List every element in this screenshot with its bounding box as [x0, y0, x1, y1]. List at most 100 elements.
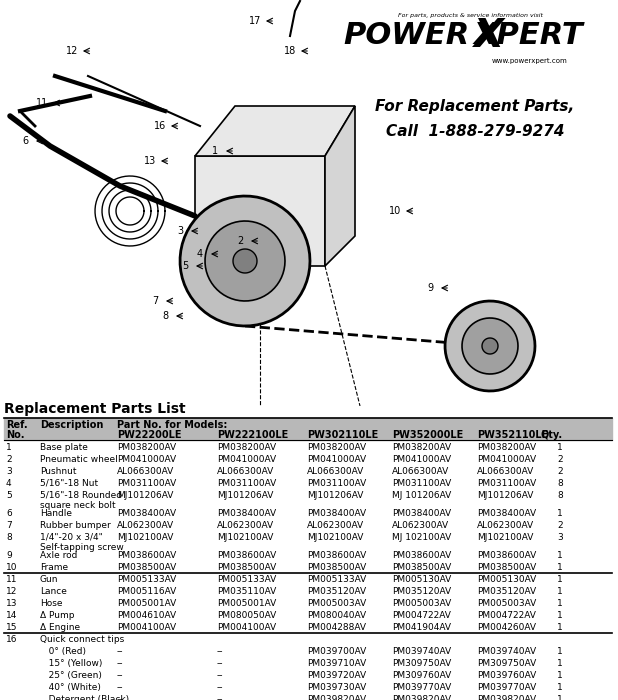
Text: PM039760AV: PM039760AV [477, 671, 536, 680]
Text: 4: 4 [6, 479, 12, 488]
Polygon shape [482, 338, 498, 354]
Text: 3: 3 [557, 533, 563, 542]
Text: 7: 7 [152, 296, 158, 306]
Text: 2: 2 [557, 467, 563, 476]
Text: PM038200AV: PM038200AV [392, 443, 451, 452]
Text: PM004722AV: PM004722AV [477, 611, 536, 620]
Text: 3: 3 [177, 226, 183, 236]
Text: 5/16"-18 Nut: 5/16"-18 Nut [40, 479, 98, 488]
Text: PW352110LE: PW352110LE [477, 430, 548, 440]
Text: Axle rod: Axle rod [40, 551, 77, 560]
Text: Description: Description [40, 420, 103, 430]
Text: PM005001AV: PM005001AV [217, 599, 276, 608]
Text: PM035110AV: PM035110AV [217, 587, 276, 596]
Text: --: -- [117, 683, 124, 692]
Text: PM005130AV: PM005130AV [392, 575, 451, 584]
Text: 13: 13 [144, 156, 156, 166]
Text: PM005003AV: PM005003AV [307, 599, 366, 608]
Text: PM038200AV: PM038200AV [117, 443, 176, 452]
Text: PM031100AV: PM031100AV [307, 479, 366, 488]
Text: --: -- [217, 671, 224, 680]
Text: PM038600AV: PM038600AV [217, 551, 276, 560]
Text: Pneumatic wheel: Pneumatic wheel [40, 455, 118, 464]
Text: --: -- [117, 659, 124, 668]
Text: PM004610AV: PM004610AV [117, 611, 176, 620]
Text: 13: 13 [6, 599, 17, 608]
Text: 1: 1 [557, 611, 563, 620]
Text: Hose: Hose [40, 599, 62, 608]
FancyBboxPatch shape [195, 156, 325, 266]
Text: 6: 6 [6, 509, 12, 518]
Text: PM031100AV: PM031100AV [117, 479, 176, 488]
Text: PM005133AV: PM005133AV [117, 575, 176, 584]
Text: 7: 7 [6, 521, 12, 530]
Polygon shape [445, 301, 535, 391]
Text: Part No. for Models:: Part No. for Models: [117, 420, 227, 430]
Text: AL066300AV: AL066300AV [117, 467, 174, 476]
Text: 5: 5 [182, 261, 188, 271]
Text: Pushnut: Pushnut [40, 467, 77, 476]
Text: PW352000LE: PW352000LE [392, 430, 464, 440]
Text: 1: 1 [557, 563, 563, 572]
Text: PM080050AV: PM080050AV [217, 611, 276, 620]
Text: PM031100AV: PM031100AV [477, 479, 536, 488]
Text: PW22200LE: PW22200LE [117, 430, 182, 440]
Text: PM041000AV: PM041000AV [477, 455, 536, 464]
Text: PM041000AV: PM041000AV [307, 455, 366, 464]
Text: 1: 1 [557, 659, 563, 668]
Text: PM038600AV: PM038600AV [307, 551, 366, 560]
Text: PM038200AV: PM038200AV [307, 443, 366, 452]
Polygon shape [195, 106, 355, 156]
Text: PM039820AV: PM039820AV [307, 695, 366, 700]
Text: 14: 14 [6, 611, 17, 620]
Text: PM038400AV: PM038400AV [477, 509, 536, 518]
Text: PM038500AV: PM038500AV [117, 563, 176, 572]
Text: PM080040AV: PM080040AV [307, 611, 366, 620]
Text: PM004722AV: PM004722AV [392, 611, 451, 620]
Text: MJ102100AV: MJ102100AV [477, 533, 533, 542]
Text: 12: 12 [66, 46, 78, 56]
Polygon shape [205, 221, 285, 301]
Text: 2: 2 [557, 521, 563, 530]
Text: PM031100AV: PM031100AV [217, 479, 276, 488]
Text: MJ102100AV: MJ102100AV [117, 533, 174, 542]
Text: 17: 17 [249, 16, 261, 26]
Text: 15: 15 [6, 623, 17, 632]
Text: AL062300AV: AL062300AV [217, 521, 274, 530]
Text: PM039740AV: PM039740AV [392, 647, 451, 656]
Text: MJ 102100AV: MJ 102100AV [392, 533, 451, 542]
Text: PM005130AV: PM005130AV [477, 575, 536, 584]
Text: PM039700AV: PM039700AV [307, 647, 366, 656]
Text: Handle: Handle [40, 509, 72, 518]
Text: 1: 1 [557, 683, 563, 692]
Text: PM041904AV: PM041904AV [392, 623, 451, 632]
Text: Gun: Gun [40, 575, 59, 584]
Text: PM005001AV: PM005001AV [117, 599, 176, 608]
Text: PM038500AV: PM038500AV [217, 563, 276, 572]
Text: --: -- [217, 659, 224, 668]
Text: 9: 9 [6, 551, 12, 560]
Text: PM031100AV: PM031100AV [392, 479, 451, 488]
Text: Detergent (Black): Detergent (Black) [40, 695, 129, 700]
Text: PM039720AV: PM039720AV [307, 671, 366, 680]
Text: 12: 12 [6, 587, 17, 596]
Text: PM039730AV: PM039730AV [307, 683, 366, 692]
Text: PM005116AV: PM005116AV [117, 587, 176, 596]
Text: 8: 8 [557, 491, 563, 500]
Text: PM041000AV: PM041000AV [217, 455, 276, 464]
Text: 9: 9 [427, 283, 433, 293]
Text: PW222100LE: PW222100LE [217, 430, 288, 440]
Text: 2: 2 [237, 236, 243, 246]
Text: No.: No. [6, 430, 25, 440]
Text: Call  1-888-279-9274: Call 1-888-279-9274 [386, 123, 564, 139]
Text: PM005133AV: PM005133AV [307, 575, 366, 584]
Text: POWER: POWER [344, 22, 470, 50]
Text: 1: 1 [557, 599, 563, 608]
Text: Quick connect tips: Quick connect tips [40, 635, 124, 644]
Text: 18: 18 [284, 46, 296, 56]
Text: 10: 10 [389, 206, 401, 216]
Text: PM004288AV: PM004288AV [307, 623, 366, 632]
Text: 3: 3 [6, 467, 12, 476]
Text: 8: 8 [6, 533, 12, 542]
Text: 16: 16 [154, 121, 166, 131]
